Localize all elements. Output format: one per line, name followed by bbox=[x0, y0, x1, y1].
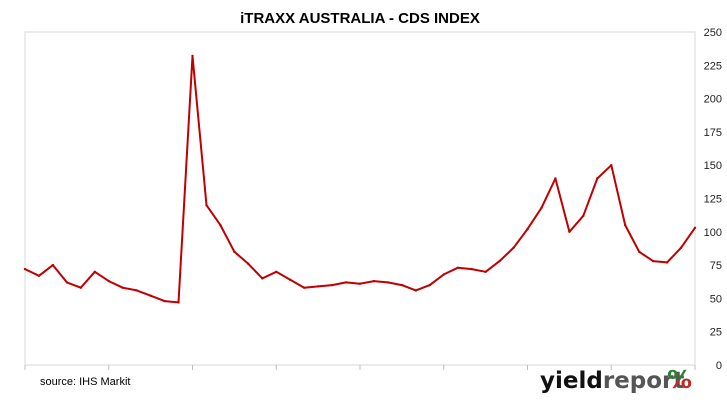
data-point bbox=[554, 177, 557, 180]
logo-part-report: report bbox=[603, 368, 685, 394]
y-tick-label: 25 bbox=[710, 327, 722, 339]
data-point bbox=[163, 299, 166, 303]
data-point bbox=[205, 204, 208, 207]
data-point bbox=[456, 266, 459, 269]
data-point bbox=[470, 267, 473, 271]
y-axis: 0 25 50 75 100 125 150 175 200 225 250 bbox=[704, 27, 722, 372]
yieldreport-logo: yieldreport % bbox=[540, 365, 692, 394]
data-point bbox=[540, 206, 543, 209]
data-point bbox=[65, 281, 69, 284]
y-tick-label: 100 bbox=[704, 227, 722, 239]
data-point bbox=[107, 279, 111, 283]
data-point bbox=[526, 227, 529, 231]
data-points bbox=[23, 54, 697, 304]
data-point bbox=[149, 294, 152, 297]
data-point bbox=[344, 281, 348, 284]
data-point bbox=[638, 250, 641, 253]
data-point bbox=[651, 259, 655, 263]
chart-title: iTRAXX AUSTRALIA - CDS INDEX bbox=[240, 10, 480, 27]
data-point bbox=[358, 282, 362, 285]
data-point bbox=[233, 250, 236, 253]
y-tick-label: 125 bbox=[704, 194, 722, 206]
data-point bbox=[37, 274, 41, 277]
data-point bbox=[693, 226, 697, 229]
data-point bbox=[498, 259, 501, 263]
data-point bbox=[23, 267, 27, 271]
y-tick-label: 200 bbox=[704, 94, 722, 106]
data-point bbox=[303, 286, 306, 289]
source-note: source: IHS Markit bbox=[40, 376, 130, 388]
y-tick-label: 250 bbox=[704, 27, 722, 39]
data-point bbox=[400, 283, 404, 287]
y-tick-label: 0 bbox=[716, 360, 722, 372]
data-point bbox=[121, 286, 124, 289]
data-point bbox=[79, 286, 83, 289]
data-point bbox=[665, 261, 669, 264]
data-point bbox=[414, 289, 417, 292]
data-point bbox=[93, 270, 97, 273]
data-point bbox=[316, 285, 320, 288]
data-point bbox=[177, 301, 180, 304]
logo-part-yield: yield bbox=[540, 368, 603, 394]
data-point bbox=[289, 278, 292, 281]
data-point bbox=[428, 283, 431, 287]
y-tick-label: 225 bbox=[704, 60, 722, 72]
data-point bbox=[386, 281, 390, 284]
data-point bbox=[568, 230, 571, 233]
data-point bbox=[247, 262, 250, 265]
data-point bbox=[372, 279, 376, 283]
data-point bbox=[275, 270, 278, 273]
y-tick-label: 175 bbox=[704, 127, 722, 139]
logo-percent-symbol: % bbox=[667, 365, 692, 394]
data-point bbox=[219, 223, 222, 227]
data-point bbox=[191, 54, 194, 58]
data-point bbox=[330, 283, 334, 287]
svg-text:yieldreport: yieldreport bbox=[540, 368, 684, 394]
data-point bbox=[261, 277, 264, 280]
data-point bbox=[596, 177, 599, 180]
x-axis: Mar-19Sep-19Mar-20Sep-20Mar-21Sep-21Mar-… bbox=[24, 365, 696, 370]
data-point bbox=[484, 270, 487, 273]
data-point bbox=[51, 263, 55, 267]
data-point bbox=[582, 214, 585, 217]
data-point bbox=[679, 246, 683, 249]
data-point bbox=[610, 164, 613, 167]
y-tick-label: 75 bbox=[710, 260, 722, 272]
data-point bbox=[135, 289, 138, 292]
data-point bbox=[512, 246, 515, 249]
data-point bbox=[624, 223, 627, 227]
plot-area bbox=[24, 31, 696, 366]
y-tick-label: 50 bbox=[710, 293, 722, 305]
data-point bbox=[442, 273, 445, 276]
y-tick-label: 150 bbox=[704, 160, 722, 172]
